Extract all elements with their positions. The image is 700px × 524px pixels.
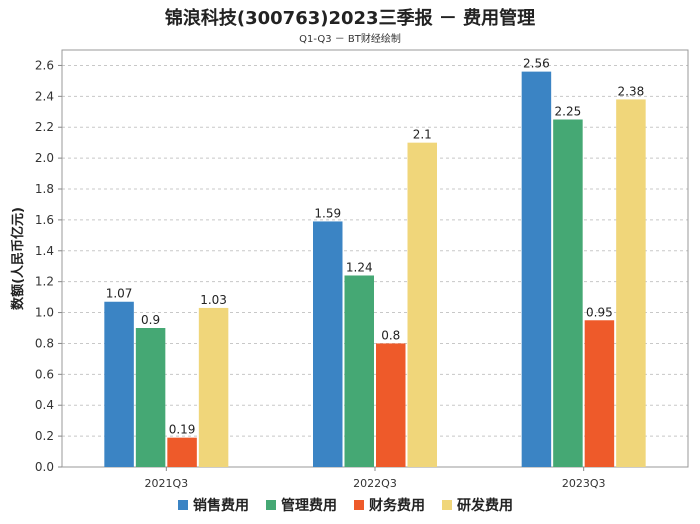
axes: 0.0 0.2 0.4 0.6 0.8 1.0 1.2 1.4 1.6 1.8 2.0 2.2 2.4 2… (10, 49, 689, 490)
bar (616, 99, 646, 467)
chart-subtitle: Q1-Q3 － BT财经绘制 (299, 34, 401, 45)
legend-swatch (442, 500, 452, 510)
legend-swatch (178, 500, 188, 510)
data-label: 2.1 (413, 128, 432, 142)
data-label: 1.59 (314, 206, 341, 220)
y-tick-label: 0.8 (35, 336, 54, 350)
bars (104, 71, 646, 467)
bar (376, 343, 406, 467)
grid-lines (62, 64, 688, 437)
y-tick-label: 1.2 (35, 275, 54, 289)
data-label: 0.19 (169, 423, 196, 437)
y-tick-label: 0.0 (35, 460, 54, 474)
y-tick-label: 0.6 (35, 367, 54, 381)
data-label: 2.25 (555, 105, 582, 119)
legend-swatch (354, 500, 364, 510)
data-label: 0.8 (381, 328, 400, 342)
legend-label: 销售费用 (193, 497, 249, 514)
legend: 销售费用 管理费用 财务费用 研发费用 (178, 497, 513, 514)
x-tick-label: 2022Q3 (353, 477, 397, 490)
y-tick-label: 1.6 (35, 213, 54, 227)
data-label: 0.9 (141, 313, 160, 327)
bar (135, 328, 166, 467)
bar (521, 71, 552, 467)
x-tick-label: 2023Q3 (562, 477, 606, 490)
y-tick-label: 2.0 (35, 151, 54, 165)
y-tick-label: 1.0 (35, 306, 54, 320)
y-tick-label: 2.6 (35, 58, 54, 72)
data-label: 2.38 (618, 84, 645, 98)
bar (167, 437, 197, 467)
data-label: 1.07 (106, 287, 133, 301)
y-tick-label: 1.4 (35, 244, 54, 258)
bar (198, 307, 229, 467)
y-tick-label: 0.4 (35, 398, 54, 412)
bar (407, 142, 437, 467)
x-tick-label: 2021Q3 (145, 477, 189, 490)
bar (104, 301, 134, 467)
y-axis-label: 数额(人民币亿元) (10, 207, 26, 310)
y-tick-label: 0.2 (35, 429, 54, 443)
y-tick-label: 2.4 (35, 89, 54, 103)
data-label: 0.95 (586, 305, 613, 319)
data-label: 1.03 (200, 293, 227, 307)
bar (344, 275, 374, 467)
legend-swatch (266, 500, 276, 510)
y-tick-label: 2.2 (35, 120, 54, 134)
legend-label: 研发费用 (457, 497, 513, 514)
data-label: 2.56 (523, 57, 550, 71)
legend-label: 管理费用 (281, 497, 337, 514)
y-tick-label: 1.8 (35, 182, 54, 196)
bar (313, 221, 343, 467)
chart-title: 锦浪科技(300763)2023三季报 － 费用管理 (164, 8, 536, 29)
data-labels: 1.07 0.9 0.19 1.03 1.59 1.24 0.8 2.1 2.56 2.25 0.9… (106, 57, 645, 437)
legend-label: 财务费用 (368, 497, 425, 514)
bar (584, 320, 615, 467)
data-label: 1.24 (346, 260, 373, 274)
bar (553, 119, 583, 467)
